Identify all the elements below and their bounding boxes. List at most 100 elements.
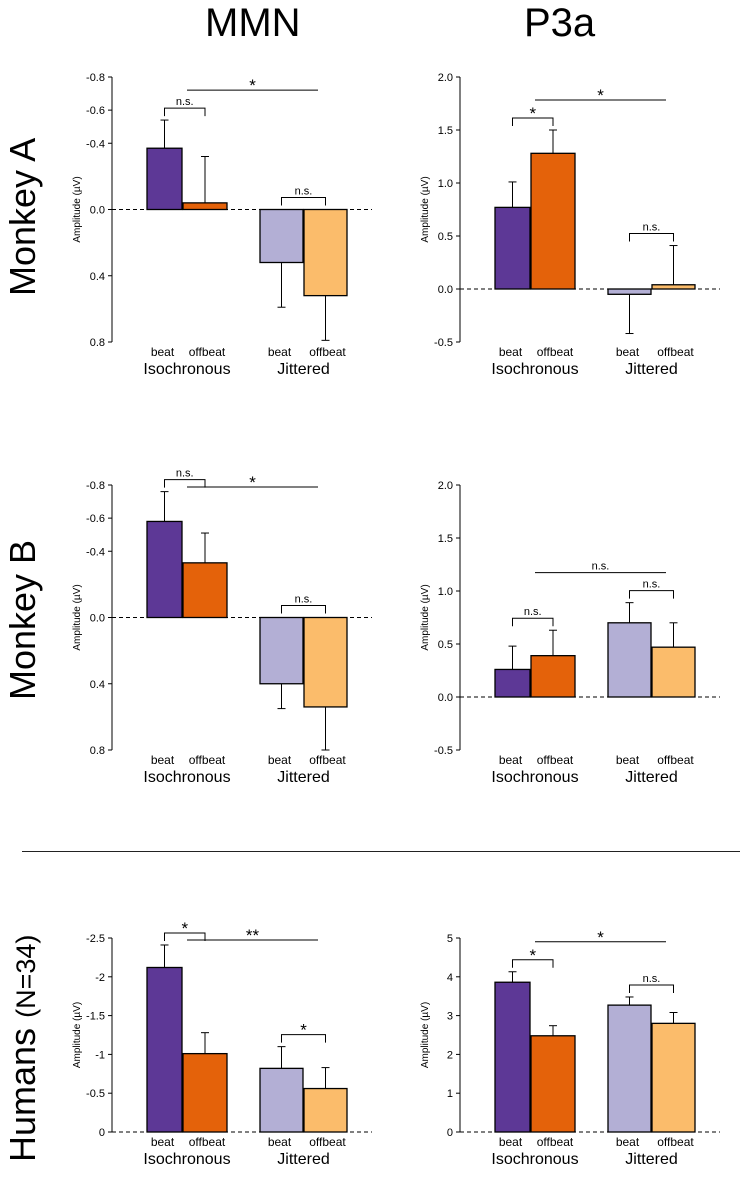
condition-label: offbeat xyxy=(657,345,694,359)
condition-label: beat xyxy=(499,753,523,767)
significance-bracket xyxy=(512,117,554,126)
bar-jittered-offbeat xyxy=(651,284,696,290)
significance-label: n.s. xyxy=(643,222,661,234)
y-tick-label: 0.5 xyxy=(438,231,453,243)
y-tick-label: -0.8 xyxy=(86,480,105,492)
y-tick-label: -0.6 xyxy=(86,105,105,117)
y-tick-label: 0.0 xyxy=(438,284,453,296)
significance-label: n.s. xyxy=(176,468,194,480)
condition-label: offbeat xyxy=(189,345,226,359)
group-label: Isochronous xyxy=(143,361,230,378)
bar-isochronous-beat xyxy=(494,206,531,290)
condition-label: offbeat xyxy=(657,1135,694,1149)
group-label: Jittered xyxy=(277,1151,329,1168)
significance-label: * xyxy=(529,946,536,965)
significance-label: n.s. xyxy=(295,186,313,198)
y-tick-label: 1 xyxy=(447,1088,453,1100)
condition-label: beat xyxy=(151,345,175,359)
group-significance-label: * xyxy=(597,928,604,947)
bar-jittered-offbeat xyxy=(303,616,348,708)
group-significance-label: n.s. xyxy=(592,561,610,573)
y-tick-label: 0.0 xyxy=(90,205,105,217)
y-tick-label: -0.4 xyxy=(86,138,105,150)
condition-label: offbeat xyxy=(309,345,346,359)
group-significance-label: * xyxy=(249,473,256,492)
group-label: Isochronous xyxy=(491,361,578,378)
row-label-monkey-b: Monkey B xyxy=(2,539,43,700)
humans-n-label: (N=34) xyxy=(11,934,41,1018)
bar-isochronous-beat xyxy=(494,668,531,698)
y-tick-label: 1.5 xyxy=(438,533,453,545)
p3a-column-title: P3a xyxy=(524,1,596,45)
significance-bracket xyxy=(629,984,674,993)
y-tick-label: 0.0 xyxy=(90,613,105,625)
y-tick-label: 0.4 xyxy=(90,271,105,283)
y-axis-label: Amplitude (µV) xyxy=(72,584,83,650)
y-tick-label: -0.5 xyxy=(86,1088,105,1100)
group-label: Isochronous xyxy=(143,769,230,786)
significance-bracket xyxy=(164,107,206,117)
group-label: Isochronous xyxy=(143,1151,230,1168)
y-tick-label: 0 xyxy=(99,1127,105,1139)
bar-jittered-beat xyxy=(607,288,652,295)
bar-isochronous-beat xyxy=(146,147,183,211)
group-label: Jittered xyxy=(277,769,329,786)
group-significance-label: * xyxy=(249,76,256,95)
row-label-monkey-a: Monkey A xyxy=(2,137,43,296)
condition-label: beat xyxy=(151,753,175,767)
bar-isochronous-offbeat xyxy=(182,202,228,211)
significance-label: * xyxy=(300,1021,307,1040)
group-label: Isochronous xyxy=(491,1151,578,1168)
y-tick-label: 0.4 xyxy=(90,679,105,691)
y-tick-label: 4 xyxy=(447,972,453,984)
y-tick-label: 0.5 xyxy=(438,639,453,651)
y-tick-label: -0.4 xyxy=(86,546,105,558)
y-tick-label: 3 xyxy=(447,1011,453,1023)
significance-label: * xyxy=(181,919,188,938)
y-tick-label: 0 xyxy=(447,1127,453,1139)
bar-jittered-beat xyxy=(607,1004,652,1133)
y-axis-label: Amplitude (µV) xyxy=(420,176,431,242)
bar-isochronous-beat xyxy=(146,966,183,1133)
y-tick-label: -1 xyxy=(95,1049,105,1061)
significance-bracket xyxy=(281,1034,326,1043)
y-tick-label: 2 xyxy=(447,1049,453,1061)
condition-label: offbeat xyxy=(309,753,346,767)
group-label: Jittered xyxy=(625,1151,677,1168)
y-tick-label: -0.5 xyxy=(434,337,453,349)
bar-jittered-beat xyxy=(607,622,652,698)
y-tick-label: -0.5 xyxy=(434,745,453,757)
y-axis-label: Amplitude (µV) xyxy=(72,1002,83,1068)
significance-label: n.s. xyxy=(295,594,313,606)
y-tick-label: 5 xyxy=(447,933,453,945)
y-tick-label: -2 xyxy=(95,972,105,984)
bar-jittered-beat xyxy=(259,616,304,685)
group-label: Isochronous xyxy=(491,769,578,786)
condition-label: offbeat xyxy=(309,1135,346,1149)
row-label-humans: Humans (N=34) xyxy=(2,935,44,1162)
significance-bracket xyxy=(281,605,326,614)
significance-label: n.s. xyxy=(643,973,661,985)
bar-isochronous-offbeat xyxy=(530,152,576,290)
bar-isochronous-beat xyxy=(146,520,183,619)
y-tick-label: 1.0 xyxy=(438,586,453,598)
condition-label: beat xyxy=(268,753,292,767)
significance-bracket xyxy=(512,959,554,968)
condition-label: offbeat xyxy=(537,345,574,359)
y-tick-label: -0.6 xyxy=(86,513,105,525)
bar-jittered-beat xyxy=(259,208,304,264)
significance-label: n.s. xyxy=(524,606,542,618)
y-tick-label: 1.5 xyxy=(438,125,453,137)
chart-humans-mmn: -2.5 -2 -1.5 -1 -0.5 0 Amplitude (µV) beat offbe… xyxy=(72,919,372,1168)
bar-isochronous-offbeat xyxy=(182,1052,228,1133)
significance-bracket xyxy=(629,233,674,242)
y-tick-label: 2.0 xyxy=(438,72,453,84)
group-label: Jittered xyxy=(277,361,329,378)
condition-label: offbeat xyxy=(537,753,574,767)
condition-label: offbeat xyxy=(537,1135,574,1149)
condition-label: offbeat xyxy=(189,753,226,767)
